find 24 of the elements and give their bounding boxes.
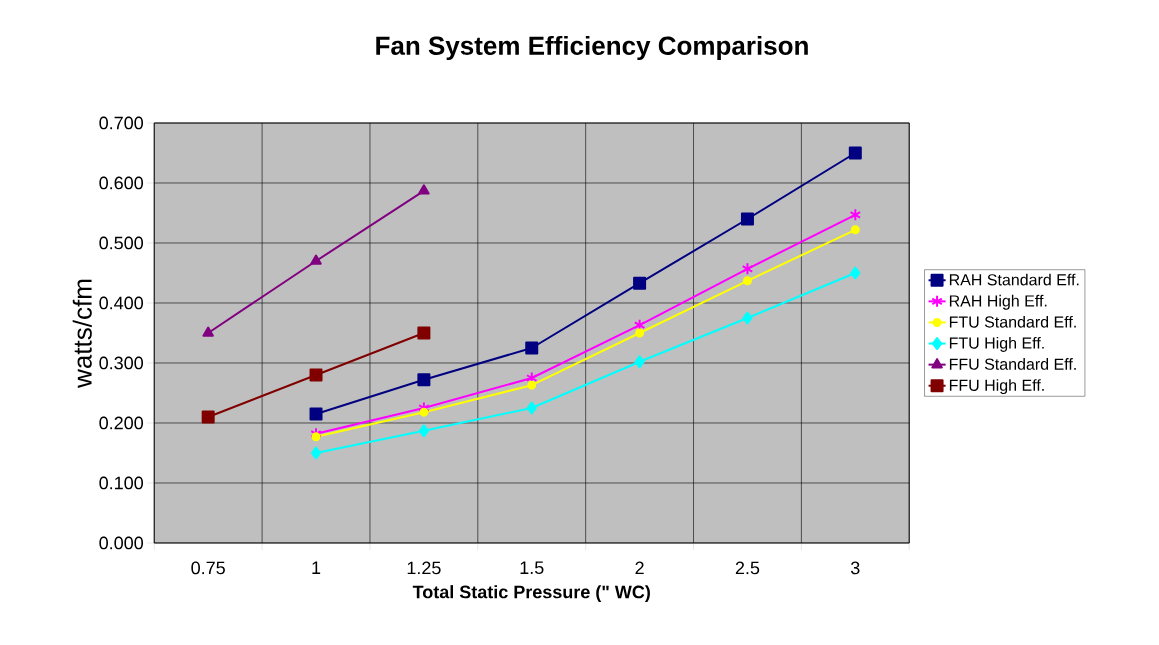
x-tick-label: 1.25 — [407, 561, 441, 575]
legend-label: FFU High Eff. — [949, 379, 1044, 395]
legend-label: FFU Standard Eff. — [949, 358, 1076, 370]
y-tick-label: 0.000 — [99, 536, 144, 550]
y-tick-label: 0.600 — [99, 176, 144, 190]
x-tick-label: 1 — [312, 561, 321, 574]
x-tick-label: 3 — [850, 561, 860, 575]
x-axis-title: Total Static Pressure (" WC) — [412, 585, 650, 602]
y-tick-label: 0.400 — [99, 296, 144, 310]
chart-title: Fan System Efficiency Comparison — [376, 35, 808, 61]
y-tick-label: 0.700 — [99, 116, 144, 130]
y-tick-label: 0.100 — [99, 476, 144, 490]
y-tick-label: 0.300 — [99, 356, 144, 370]
legend-label: FTU Standard Eff. — [949, 315, 1076, 328]
legend-label: RAH Standard Eff. — [949, 273, 1079, 286]
x-tick-label: 1.5 — [520, 561, 544, 575]
x-tick-label: 0.75 — [191, 561, 225, 575]
legend-label: FTU High Eff. — [949, 337, 1044, 352]
y-tick-label: 0.200 — [99, 416, 144, 430]
legend-label: RAH High Eff. — [949, 294, 1047, 310]
x-tick-label: 2.5 — [735, 561, 760, 575]
y-axis-title: watts/cfm — [72, 279, 92, 388]
x-tick-label: 2 — [635, 561, 644, 575]
y-tick-label: 0.500 — [99, 236, 144, 250]
